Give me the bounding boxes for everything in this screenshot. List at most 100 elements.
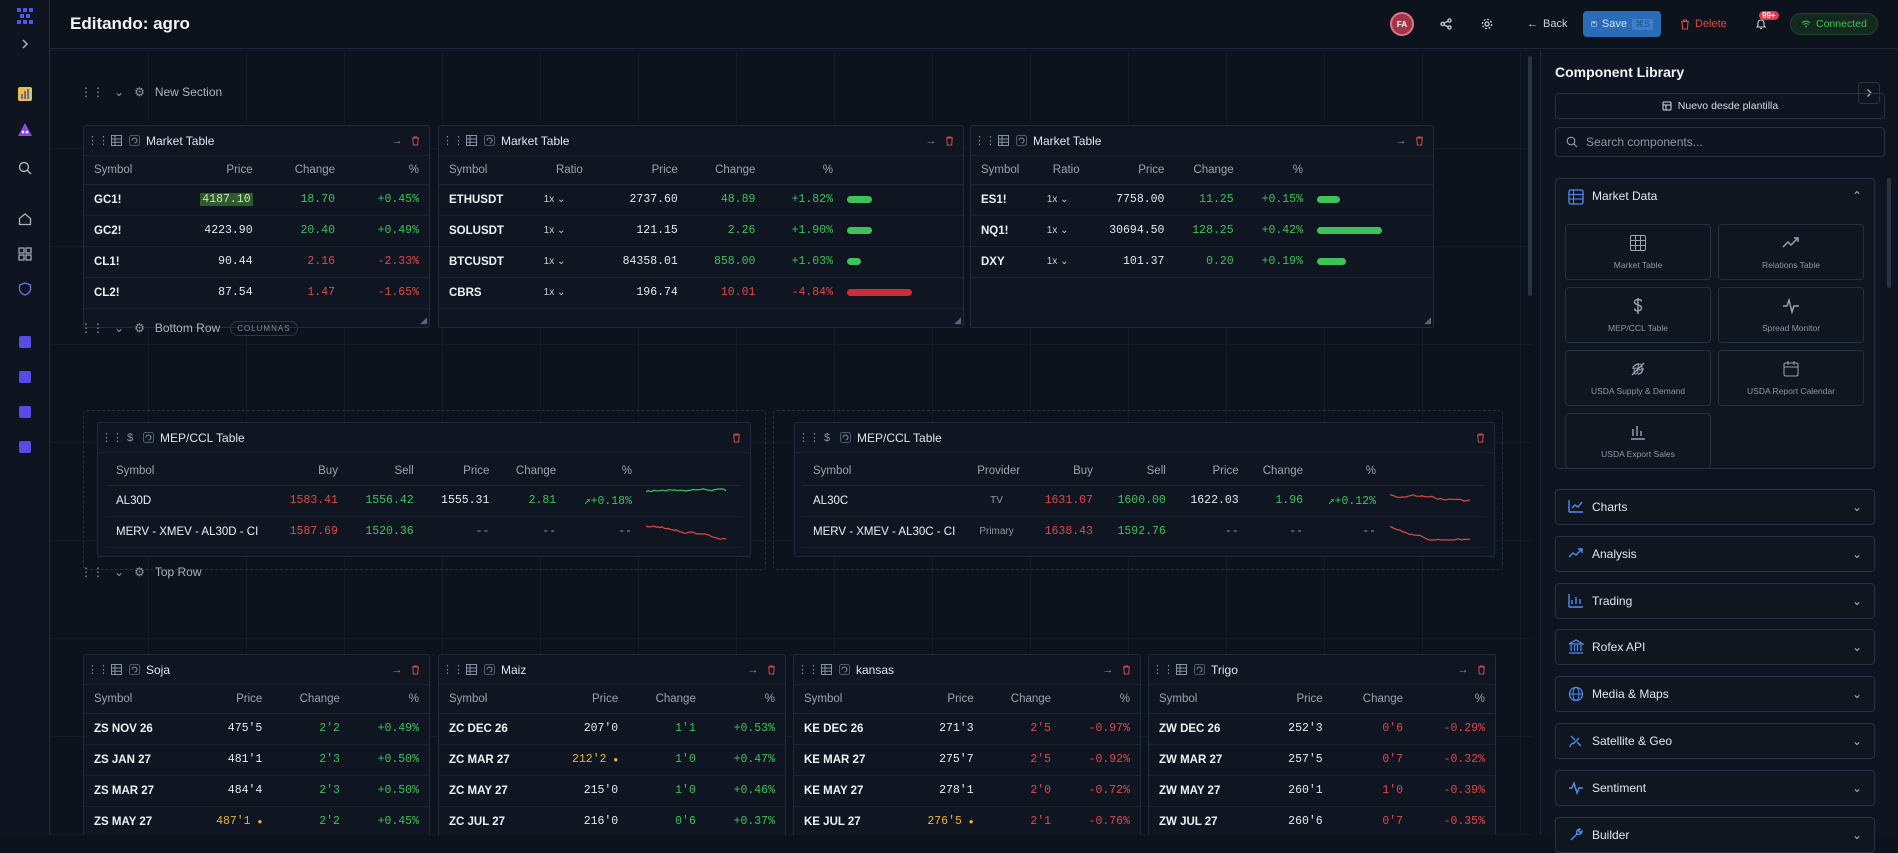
column-header[interactable]: Change (1332, 685, 1414, 714)
delete-icon[interactable] (409, 135, 421, 147)
spread-monitor-tile[interactable]: Spread Monitor (1718, 287, 1864, 343)
refresh-icon[interactable] (483, 664, 495, 676)
table-row[interactable]: AL30D 1583.41 1556.42 1555.31 2.81 ↗+0.18% (106, 485, 742, 517)
drag-handle-icon[interactable]: ⋮⋮ (80, 321, 104, 335)
delete-icon[interactable] (765, 664, 777, 676)
delete-icon[interactable] (730, 432, 742, 444)
column-header[interactable]: Price (187, 685, 273, 714)
column-header[interactable]: Sell (347, 457, 424, 486)
column-header[interactable]: Change (983, 685, 1062, 714)
table-row[interactable]: KE DEC 26 271'3 2'5 -0.97% (794, 713, 1140, 745)
column-header[interactable]: Price (423, 457, 500, 486)
chevron-down-icon[interactable]: ⌄ (114, 565, 125, 579)
column-header[interactable]: Symbol (439, 685, 543, 714)
drag-handle-icon[interactable]: ⋮⋮ (101, 432, 123, 444)
category-analysis[interactable]: Analysis ⌄ (1555, 536, 1875, 572)
column-header[interactable]: % (345, 156, 429, 185)
table-row[interactable]: CBRS 1x ⌄ 196.74 10.01 -4.84% (439, 277, 963, 309)
gear-icon[interactable]: ⚙ (134, 321, 145, 335)
column-header[interactable]: % (1313, 457, 1386, 486)
shield-icon[interactable] (15, 279, 35, 299)
column-header[interactable]: % (1413, 685, 1495, 714)
category-rofex-api[interactable]: Rofex API ⌄ (1555, 629, 1875, 665)
column-header[interactable]: % (1243, 156, 1313, 185)
app-logo-icon[interactable] (15, 6, 35, 26)
delete-button[interactable]: Delete (1680, 12, 1727, 36)
delete-icon[interactable] (1413, 135, 1425, 147)
ratio-select[interactable]: 1x ⌄ (533, 215, 593, 247)
column-header[interactable]: Buy (1030, 457, 1103, 486)
table-row[interactable]: GC1! 4187.10 18.70 +0.45% (84, 184, 429, 216)
column-header[interactable]: Change (499, 457, 567, 486)
column-header[interactable]: Change (628, 685, 706, 714)
avatar[interactable]: FA (1390, 12, 1414, 36)
table-row[interactable]: SOLUSDT 1x ⌄ 121.15 2.26 +1.90% (439, 215, 963, 247)
column-header[interactable]: % (349, 685, 429, 714)
table-row[interactable]: GC2! 4223.90 20.40 +0.49% (84, 215, 429, 247)
column-header[interactable]: Price (542, 685, 629, 714)
table-row[interactable]: KE MAY 27 278'1 2'0 -0.72% (794, 775, 1140, 807)
column-header[interactable]: Price (592, 156, 688, 185)
delete-icon[interactable] (1474, 432, 1486, 444)
drag-handle-icon[interactable]: ⋮⋮ (974, 135, 996, 147)
column-header[interactable]: Provider (963, 457, 1031, 486)
grid-icon[interactable] (15, 244, 35, 264)
mep-ccl-table-tile[interactable]: MEP/CCL Table (1565, 287, 1711, 343)
workspace-4-icon[interactable] (15, 437, 35, 457)
usda-supply-demand-tile[interactable]: USDA Supply & Demand (1565, 350, 1711, 406)
column-header[interactable]: Price (898, 685, 984, 714)
column-header[interactable]: Change (687, 156, 766, 185)
component-search[interactable] (1555, 127, 1885, 157)
drag-handle-icon[interactable]: ⋮⋮ (797, 664, 819, 676)
arrow-right-icon[interactable]: → (925, 134, 937, 147)
ratio-select[interactable]: 1x ⌄ (533, 246, 593, 278)
table-row[interactable]: MERV - XMEV - AL30D - CI 1587.69 1520.36 --… (106, 516, 742, 548)
table-row[interactable]: MERV - XMEV - AL30C - CI Primary 1638.43 15… (803, 516, 1486, 548)
column-header[interactable]: Symbol (84, 156, 164, 185)
column-header[interactable]: Change (262, 156, 346, 185)
table-row[interactable]: NQ1! 1x ⌄ 30694.50 128.25 +0.42% (971, 215, 1433, 247)
column-header[interactable]: Price (163, 156, 263, 185)
chevron-down-icon[interactable]: ⌄ (114, 321, 125, 335)
column-header[interactable]: Change (272, 685, 350, 714)
usda-export-sales-tile[interactable]: USDA Export Sales (1565, 413, 1711, 469)
resize-handle-icon[interactable]: ◢ (1424, 315, 1431, 325)
drag-handle-icon[interactable]: ⋮⋮ (87, 135, 109, 147)
column-header[interactable]: Symbol (794, 685, 899, 714)
refresh-icon[interactable] (1193, 664, 1205, 676)
table-row[interactable]: ZC MAY 27 215'0 1'0 +0.46% (439, 775, 785, 807)
drag-handle-icon[interactable]: ⋮⋮ (1152, 664, 1174, 676)
home-icon[interactable] (15, 209, 35, 229)
search-input[interactable] (1586, 135, 1866, 149)
workspace-1-icon[interactable] (15, 332, 35, 352)
usda-report-calendar-tile[interactable]: USDA Report Calendar (1718, 350, 1864, 406)
column-header[interactable]: % (566, 457, 642, 486)
back-button[interactable]: ← Back (1527, 18, 1568, 30)
column-header[interactable]: Symbol (106, 457, 273, 486)
table-row[interactable]: BTCUSDT 1x ⌄ 84358.01 858.00 +1.03% (439, 246, 963, 278)
gear-icon[interactable]: ⚙ (134, 85, 145, 99)
section-title[interactable]: Bottom Row (154, 321, 221, 335)
column-header[interactable]: Change (1248, 457, 1314, 486)
delete-icon[interactable] (409, 664, 421, 676)
ratio-select[interactable]: 1x ⌄ (1036, 184, 1090, 216)
table-row[interactable]: DXY 1x ⌄ 101.37 0.20 +0.19% (971, 246, 1433, 278)
table-row[interactable]: ZW JUL 27 260'6 0'7 -0.35% (1149, 806, 1495, 835)
chart-bars-icon[interactable] (15, 84, 35, 104)
settings-button[interactable] (1481, 12, 1493, 36)
column-header[interactable]: Sell (1102, 457, 1176, 486)
category-builder[interactable]: Builder ⌄ (1555, 817, 1875, 853)
arrow-right-icon[interactable]: → (391, 663, 403, 676)
table-row[interactable]: ZC MAR 27 212'2 ● 1'0 +0.47% (439, 744, 785, 776)
column-header[interactable]: Symbol (803, 457, 964, 486)
column-header[interactable]: Price (1175, 457, 1249, 486)
market-table-tile[interactable]: Market Table (1565, 224, 1711, 280)
category-trading[interactable]: Trading ⌄ (1555, 583, 1875, 619)
canvas-scrollbar[interactable] (1528, 56, 1532, 296)
category-satellite-geo[interactable]: Satellite & Geo ⌄ (1555, 723, 1875, 759)
refresh-icon[interactable] (838, 664, 850, 676)
refresh-icon[interactable] (142, 432, 154, 444)
alien-icon[interactable] (15, 121, 35, 141)
drag-handle-icon[interactable]: ⋮⋮ (80, 565, 104, 579)
drag-handle-icon[interactable]: ⋮⋮ (442, 135, 464, 147)
